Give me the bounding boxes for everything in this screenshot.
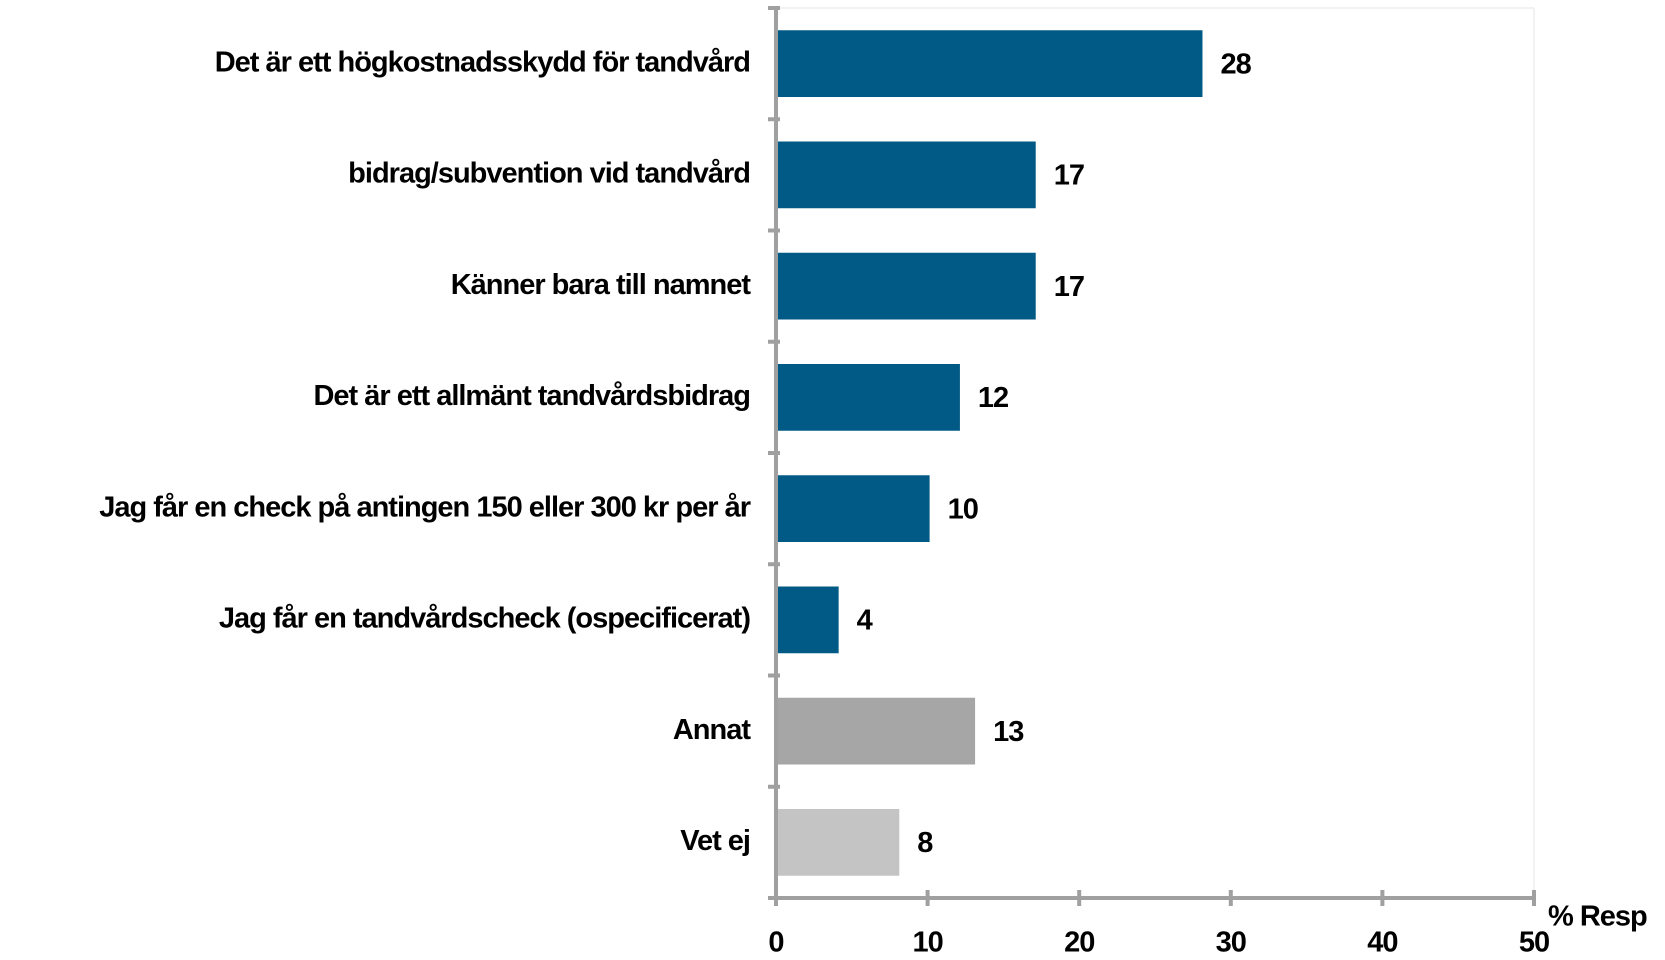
y-tick-label: Annat — [673, 714, 752, 746]
bar — [778, 809, 900, 876]
x-tick-label: 10 — [912, 927, 942, 959]
bar — [778, 475, 930, 542]
value-label: 10 — [948, 493, 978, 525]
y-tick-label: Jag får en tandvårdscheck (ospecificerat… — [219, 603, 751, 635]
value-label: 28 — [1220, 48, 1251, 80]
x-tick-label: 50 — [1519, 927, 1549, 959]
value-label: 13 — [993, 716, 1024, 748]
bar — [778, 697, 976, 765]
y-tick-label: Jag får en check på antingen 150 eller 3… — [99, 491, 751, 523]
x-axis-label: % Resp — [1548, 901, 1647, 933]
x-tick-label: 40 — [1367, 927, 1397, 959]
x-tick-label: 30 — [1216, 927, 1246, 959]
bar — [778, 141, 1036, 209]
value-label: 12 — [978, 382, 1008, 414]
y-tick-label: Känner bara till namnet — [451, 269, 752, 301]
y-tick-label: bidrag/subvention vid tandvård — [348, 158, 750, 190]
value-label: 8 — [917, 827, 933, 859]
value-label: 17 — [1054, 160, 1084, 192]
bar — [778, 252, 1036, 320]
value-label: 4 — [857, 605, 873, 637]
x-tick-label: 20 — [1064, 927, 1094, 959]
y-tick-label: Det är ett allmänt tandvårdsbidrag — [313, 380, 750, 412]
y-tick-label: Det är ett högkostnadsskydd för tandvård — [215, 46, 750, 78]
bar — [778, 586, 839, 654]
bar — [778, 364, 960, 431]
bar — [778, 30, 1203, 97]
value-label: 17 — [1054, 271, 1084, 303]
y-tick-label: Vet ej — [680, 825, 750, 857]
x-tick-label: 0 — [768, 927, 783, 959]
